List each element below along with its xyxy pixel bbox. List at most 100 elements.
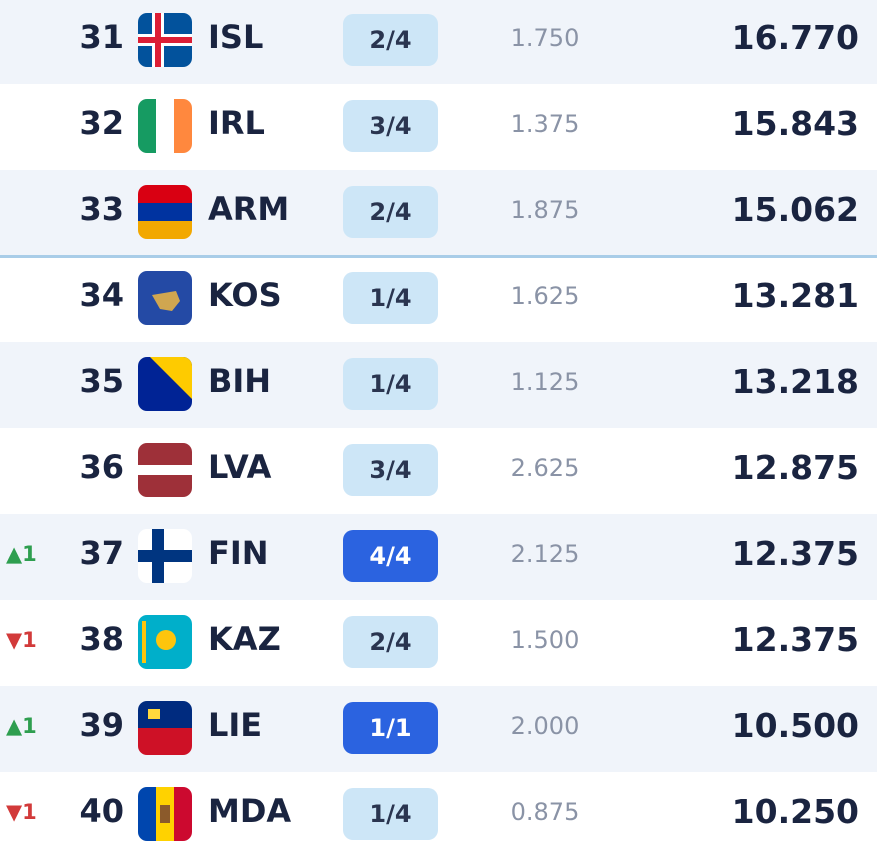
change-value: 1 [22,714,37,738]
flag-image [138,615,192,669]
flag-image [138,99,192,153]
points: 2.125 [510,540,580,568]
flag-shape [138,465,192,475]
flag-shape [148,709,160,719]
total: 10.250 [731,792,859,831]
flag-shape [138,550,192,562]
table-row: ▲1 37 FIN 4/4 2.125 12.375 [0,514,877,600]
table-row: 36 LVA 3/4 2.625 12.875 [0,428,877,514]
rank: 40 [79,792,124,830]
flag-image [138,13,192,67]
match-badge: 4/4 [343,530,438,582]
points: 1.625 [510,282,580,310]
flag-image [138,701,192,755]
match-badge: 2/4 [343,14,438,66]
table-row: ▲1 39 LIE 1/1 2.000 10.500 [0,686,877,772]
total: 10.500 [731,706,859,745]
flag [138,185,192,239]
change-arrow: ▲ [6,714,23,738]
match-badge: 2/4 [343,186,438,238]
country-code: KOS [208,276,282,314]
flag-shape [152,291,180,311]
change-arrow: ▼ [6,628,23,652]
country-code: BIH [208,362,272,400]
total: 12.875 [731,448,859,487]
country-code: LVA [208,448,272,486]
country-code: IRL [208,104,265,142]
flag-image [138,185,192,239]
rank: 36 [79,448,124,486]
match-badge: 1/4 [343,358,438,410]
rank: 38 [79,620,124,658]
rank: 33 [79,190,124,228]
change-value: 1 [22,542,37,566]
table-row: ▼1 38 KAZ 2/4 1.500 12.375 [0,600,877,686]
points: 1.875 [510,196,580,224]
rank: 31 [79,18,124,56]
points: 2.000 [510,712,580,740]
points: 1.750 [510,24,580,52]
points: 0.875 [510,798,580,826]
match-badge: 1/1 [343,702,438,754]
flag [138,99,192,153]
rank-change: ▲1 [6,542,37,566]
table-row: 34 KOS 1/4 1.625 13.281 [0,256,877,342]
country-code: ARM [208,190,290,228]
flag [138,615,192,669]
flag-shape [142,621,146,663]
flag-shape [138,203,192,221]
flag-shape [160,805,170,823]
flag-shape [138,99,156,153]
flag [138,13,192,67]
total: 13.218 [731,362,859,401]
rank: 37 [79,534,124,572]
flag [138,787,192,841]
flag-image [138,357,192,411]
flag-shape [156,630,176,650]
total: 15.062 [731,190,859,229]
flag-shape [138,728,192,755]
match-badge: 3/4 [343,444,438,496]
points: 2.625 [510,454,580,482]
table-row: 32 IRL 3/4 1.375 15.843 [0,84,877,170]
flag-shape [138,37,192,43]
country-code: MDA [208,792,292,830]
flag [138,701,192,755]
flag [138,529,192,583]
flag-shape [138,185,192,203]
rank-change: ▼1 [6,628,37,652]
flag-image [138,271,192,325]
table-row: 31 ISL 2/4 1.750 16.770 [0,0,877,84]
flag-shape [156,99,174,153]
flag-shape [138,701,192,728]
table-row: 33 ARM 2/4 1.875 15.062 [0,170,877,256]
total: 16.770 [731,18,859,57]
flag [138,443,192,497]
flag-image [138,529,192,583]
flag-image [138,787,192,841]
rank: 35 [79,362,124,400]
flag-shape [150,357,192,399]
rank-change: ▲1 [6,714,37,738]
total: 12.375 [731,620,859,659]
rank: 32 [79,104,124,142]
change-value: 1 [22,628,37,652]
rank: 39 [79,706,124,744]
flag-shape [174,99,192,153]
flag [138,271,192,325]
total: 13.281 [731,276,859,315]
table-row: ▼1 40 MDA 1/4 0.875 10.250 [0,772,877,858]
total: 15.843 [731,104,859,143]
flag-shape [174,787,192,841]
table-row: 35 BIH 1/4 1.125 13.218 [0,342,877,428]
rank: 34 [79,276,124,314]
points: 1.125 [510,368,580,396]
match-badge: 1/4 [343,788,438,840]
change-arrow: ▼ [6,800,23,824]
points: 1.500 [510,626,580,654]
change-value: 1 [22,800,37,824]
match-badge: 1/4 [343,272,438,324]
match-badge: 2/4 [343,616,438,668]
flag [138,357,192,411]
